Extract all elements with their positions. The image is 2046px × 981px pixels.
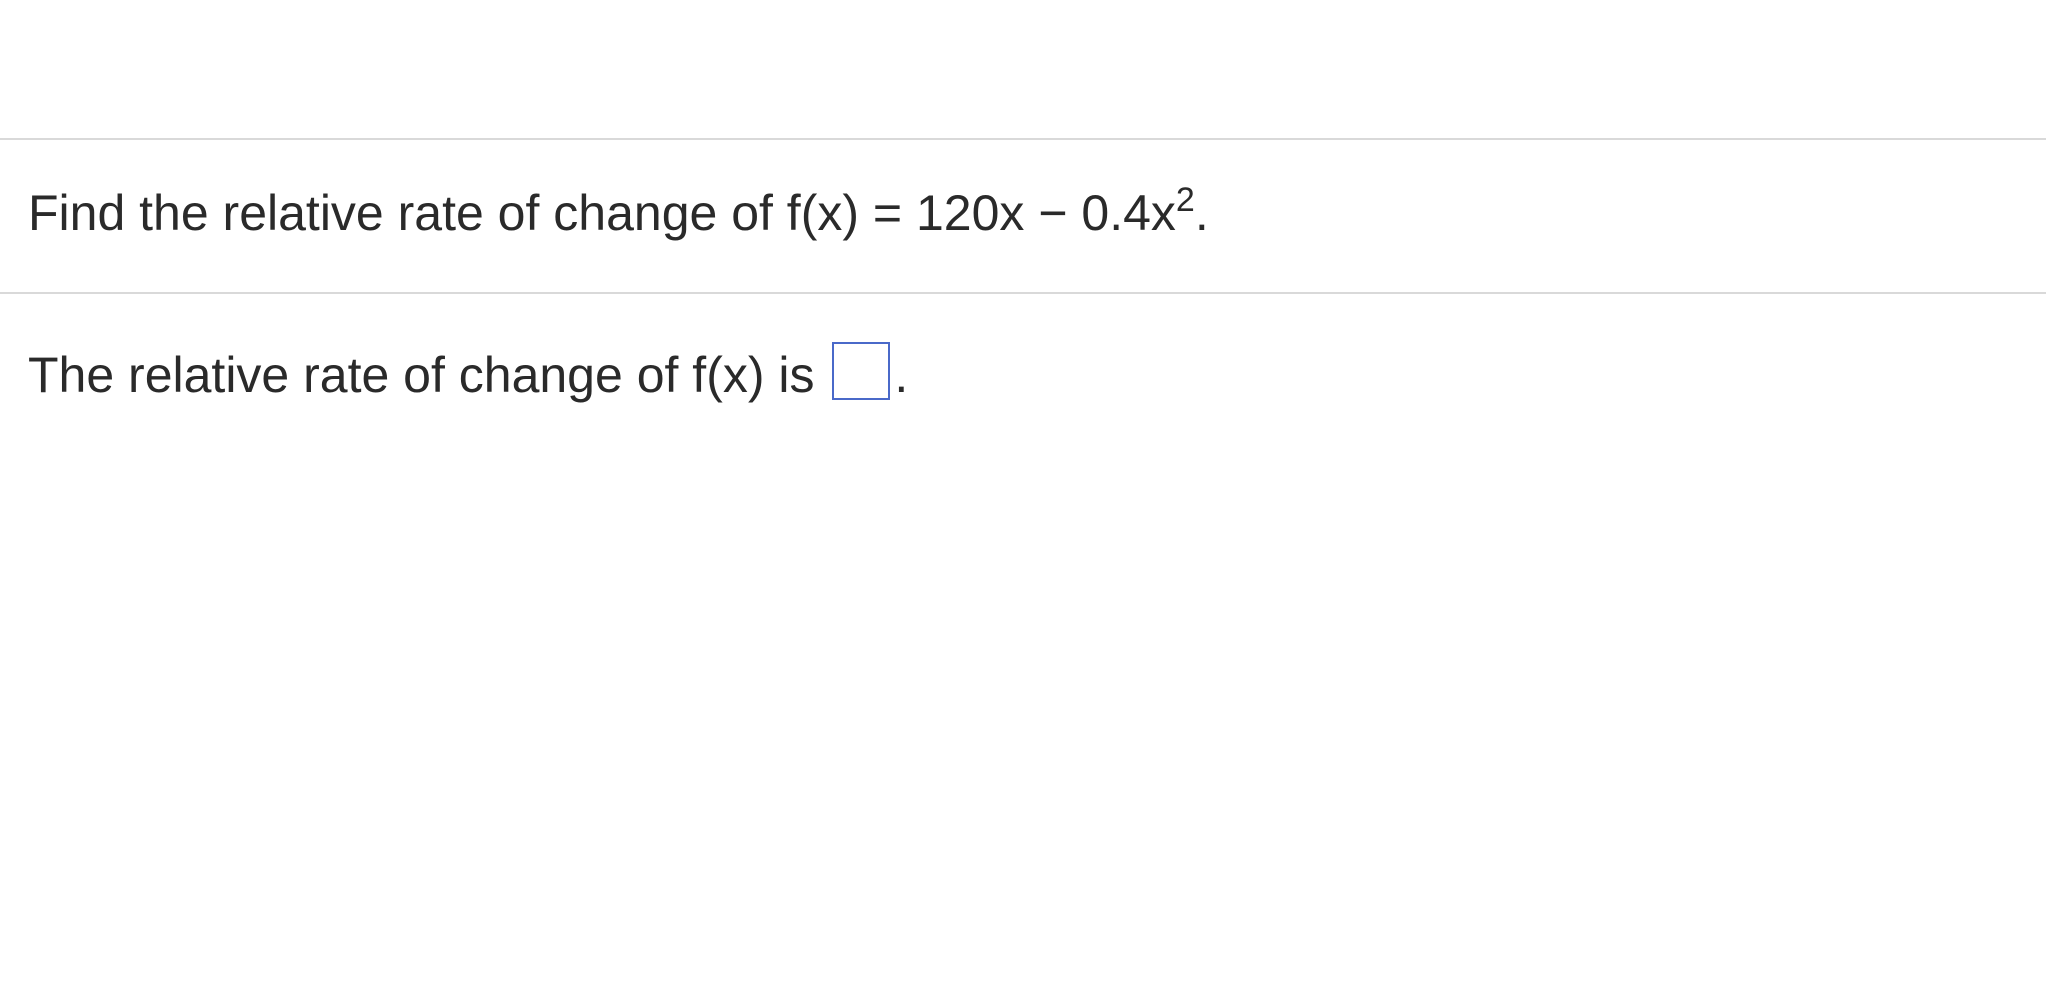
question-eq: = bbox=[859, 180, 916, 248]
answer-mid: is bbox=[765, 342, 829, 410]
question-coef2: 0.4x bbox=[1081, 180, 1176, 248]
answer-row: The relative rate of change of f(x) is . bbox=[0, 294, 2046, 454]
answer-tail: . bbox=[894, 342, 908, 410]
question-fn-name: f(x) bbox=[787, 180, 859, 248]
question-minus: − bbox=[1024, 180, 1081, 248]
question-exp2: 2 bbox=[1176, 178, 1195, 224]
question-text: Find the relative rate of change of f(x)… bbox=[28, 180, 2018, 248]
top-spacer bbox=[0, 0, 2046, 140]
problem-container: Find the relative rate of change of f(x)… bbox=[0, 0, 2046, 453]
question-row: Find the relative rate of change of f(x)… bbox=[0, 140, 2046, 294]
answer-input[interactable] bbox=[832, 342, 890, 400]
answer-fn-name: f(x) bbox=[692, 342, 764, 410]
question-tail: . bbox=[1195, 180, 1209, 248]
answer-text: The relative rate of change of f(x) is . bbox=[28, 334, 2018, 410]
answer-lead: The relative rate of change of bbox=[28, 342, 692, 410]
question-term1: 120x bbox=[916, 180, 1024, 248]
question-lead: Find the relative rate of change of bbox=[28, 180, 787, 248]
